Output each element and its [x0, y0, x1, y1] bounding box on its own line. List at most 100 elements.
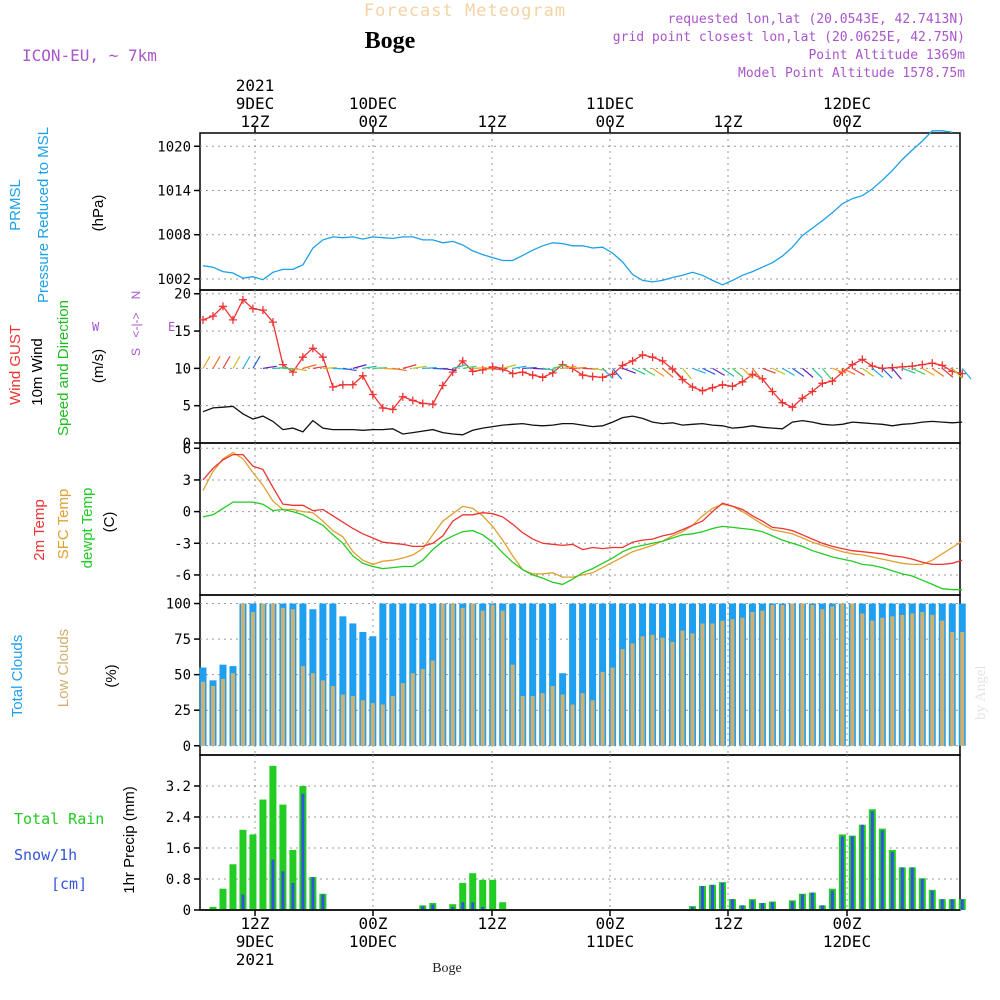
- wind-direction-arrow: [422, 367, 437, 369]
- gust-point: [238, 295, 247, 304]
- gust-point: [498, 364, 507, 373]
- low-cloud-bar: [580, 693, 585, 746]
- low-cloud-bar: [450, 603, 455, 746]
- low-cloud-bar: [890, 616, 895, 746]
- cloud-unit-label: (%): [103, 664, 120, 687]
- panel-wind: 0 5 10 15 20 Wind GUST 10m Wind Speed and Direc…: [7, 287, 972, 452]
- low-cloud-bar: [350, 695, 355, 746]
- wind-direction-arrow: [821, 367, 832, 380]
- low-cloud-bar: [740, 617, 745, 746]
- gust-point: [708, 383, 717, 392]
- wind-direction-arrow: [412, 365, 427, 369]
- gust-point: [298, 353, 307, 362]
- temp-unit-label: (C): [101, 512, 118, 533]
- snow-bar: [311, 877, 315, 910]
- low-cloud-bar: [430, 660, 435, 746]
- pressure-frame: [199, 132, 961, 291]
- gust-point: [378, 403, 387, 412]
- bottom-time-label: 00Z: [596, 914, 625, 933]
- snow-bar: [730, 899, 734, 910]
- wind-direction-arrow: [402, 364, 417, 369]
- snow-bar: [750, 900, 754, 910]
- low-cloud-bar: [820, 609, 825, 746]
- pressure-ytick-label: 1002: [157, 272, 191, 288]
- snow-bar: [880, 830, 884, 910]
- low-cloud-bar: [870, 620, 875, 746]
- snow-bar: [790, 901, 794, 910]
- wind-direction-arrow: [912, 367, 926, 375]
- wind-direction-arrow: [302, 364, 317, 369]
- gust-point: [388, 405, 397, 414]
- key-west: W: [92, 320, 100, 334]
- low-cloud-bar: [201, 681, 205, 746]
- precipitation-ytick-label: 0: [183, 903, 191, 919]
- wind-direction-arrow: [832, 367, 846, 374]
- snow-label: Snow/1h: [14, 846, 77, 864]
- sfc-temp-line: [202, 451, 963, 578]
- low-cloud-bar: [600, 671, 605, 746]
- wind-direction-arrow: [572, 367, 587, 369]
- wind-direction-arrow: [502, 364, 517, 369]
- sfc-temp-label: SFC Temp: [55, 489, 72, 560]
- gust-point: [718, 380, 727, 389]
- rain-bar: [259, 799, 267, 910]
- wind-direction-arrow: [951, 367, 963, 379]
- wind-direction-arrow: [652, 367, 665, 377]
- gust-point: [578, 371, 587, 380]
- prmsl-unit-label: (hPa): [90, 195, 107, 232]
- gust-label: Wind GUST: [7, 325, 24, 405]
- top-day-label: 9DEC: [236, 94, 275, 113]
- wind-direction-arrow: [202, 355, 211, 369]
- top-time-label: 12Z: [241, 112, 270, 131]
- temperature-ytick-label: -3: [174, 536, 191, 552]
- gust-point: [408, 396, 417, 405]
- low-cloud-bar: [330, 686, 335, 746]
- snow-bar: [910, 867, 914, 910]
- gust-point: [199, 315, 207, 324]
- key-south: S: [129, 348, 143, 356]
- location-title: Boge: [365, 28, 416, 54]
- gust-point: [418, 399, 427, 408]
- gust-point: [268, 318, 277, 327]
- low-cloud-bar: [660, 637, 665, 746]
- wind-direction-arrow: [682, 367, 692, 380]
- top-year-label: 2021: [236, 76, 275, 95]
- bottom-day-label: 11DEC: [586, 932, 634, 951]
- header: Forecast Meteogram Boge ICON-EU, ~ 7km r…: [22, 1, 965, 81]
- temperature-ytick-label: -6: [174, 568, 191, 584]
- low-cloud-bar: [340, 694, 345, 746]
- wind-direction-arrow: [792, 367, 805, 377]
- gust-point: [848, 360, 857, 369]
- gust-point: [818, 379, 827, 388]
- low-cloud-bar: [510, 664, 515, 746]
- wind-direction-arrow: [542, 367, 557, 372]
- wind-direction-arrow: [662, 367, 674, 378]
- gust-point: [228, 315, 237, 324]
- clouds-ytick-label: 0: [183, 739, 191, 755]
- gust-point: [678, 375, 687, 384]
- gust-point: [368, 390, 377, 399]
- low-cloud-bar: [270, 603, 275, 746]
- prmsl-desc-label: Pressure Reduced to MSL: [35, 127, 52, 303]
- rain-bar: [489, 879, 497, 910]
- top-time-label: 12Z: [714, 112, 743, 131]
- rain-bar: [269, 765, 277, 910]
- rain-bar: [469, 873, 477, 910]
- total-cloud-bar: [389, 603, 397, 746]
- snow-bar: [960, 899, 964, 910]
- snow-bar: [740, 905, 744, 910]
- snow-unit-label: [cm]: [51, 875, 87, 893]
- wind-direction-arrow: [941, 367, 954, 378]
- gust-point: [698, 386, 707, 395]
- snow-bar: [810, 892, 814, 910]
- clouds-ytick-label: 100: [166, 597, 191, 613]
- gust-point: [618, 361, 627, 370]
- snow-bar: [770, 902, 774, 910]
- bottom-time-label: 12Z: [478, 914, 507, 933]
- low-cloud-bar: [460, 607, 465, 746]
- gust-point: [518, 368, 527, 377]
- gust-point: [858, 355, 867, 364]
- temperature-frame: [199, 442, 961, 596]
- low-cloud-bar: [380, 704, 385, 746]
